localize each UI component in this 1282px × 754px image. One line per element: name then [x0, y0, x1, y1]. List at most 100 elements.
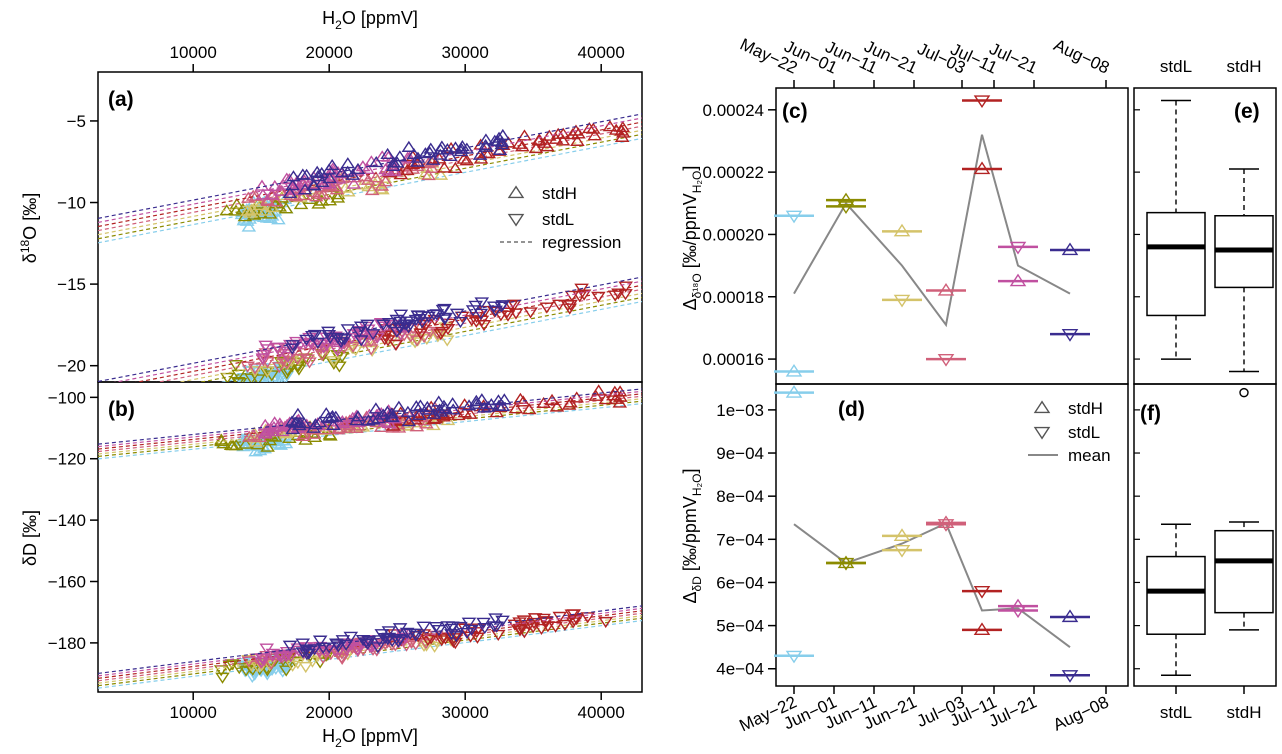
stdH-marker-d: [937, 515, 955, 529]
stdH-point: [549, 400, 565, 412]
stdL-point: [464, 624, 479, 636]
stdL-point: [353, 335, 369, 347]
box-e: [1146, 211, 1206, 317]
stdH-point: [478, 133, 494, 145]
stdL-point: [334, 653, 350, 666]
stdL-point: [398, 632, 413, 644]
stdL-point: [414, 317, 430, 329]
stdL-point: [356, 336, 371, 348]
stdH-point: [537, 136, 552, 148]
x-tick-label-bottom: 10000: [170, 703, 217, 722]
stdL-point: [477, 623, 493, 635]
panel-label-a: (a): [108, 88, 134, 111]
legend-regression-label: regression: [542, 233, 621, 252]
stdH-marker-d: [973, 622, 991, 636]
stdH-point: [491, 131, 507, 143]
panel-b-frame: [97, 381, 643, 693]
stdH-point: [440, 143, 455, 155]
stdH-point: [402, 151, 417, 163]
stdH-point: [405, 157, 421, 170]
stdL-point: [591, 291, 606, 303]
stdH-point: [284, 415, 300, 427]
stdL-point: [338, 639, 354, 651]
stdH-point: [400, 405, 416, 417]
stdH-point: [608, 123, 624, 135]
box-layer: stdL stdL stdH stdH: [1134, 57, 1274, 722]
stdH-point: [443, 149, 458, 162]
stdH-point: [262, 207, 278, 219]
stdH-point: [455, 139, 470, 152]
stdH-point: [588, 389, 604, 401]
stdL-point: [598, 616, 613, 629]
stdL-point: [372, 635, 387, 647]
stdL-point: [477, 305, 493, 318]
stdL-point: [228, 360, 243, 372]
scatter-panel-a: [98, 113, 642, 382]
x-tick-label-top: 30000: [442, 43, 489, 62]
stdL-point: [271, 362, 287, 374]
stdL-point: [285, 340, 301, 352]
stdH-point: [286, 170, 301, 182]
stdH-point: [391, 400, 407, 412]
stdH-point: [408, 400, 424, 412]
stdL-point: [476, 617, 491, 629]
stdH-point: [606, 389, 621, 401]
stdH-point: [267, 179, 283, 191]
stdL-point: [321, 326, 336, 338]
stdL-point: [247, 363, 263, 375]
stdH-point: [251, 195, 266, 207]
y-tick-label-d: 6e−04: [716, 573, 764, 592]
stdL-point: [326, 358, 342, 370]
stdL-point: [370, 642, 386, 654]
stdL-point: [285, 660, 300, 672]
stdL-marker-c: [973, 95, 991, 109]
stdH-point: [478, 140, 494, 152]
stdL-point: [220, 372, 235, 382]
stdL-marker-d: [1061, 670, 1079, 683]
stdH-point: [377, 171, 393, 183]
stdL-point: [381, 317, 397, 330]
stdH-point: [360, 162, 375, 175]
stdL-point: [468, 300, 484, 312]
stdL-point: [275, 355, 291, 367]
stdH-point: [258, 427, 273, 439]
stdL-point: [445, 621, 460, 633]
stdL-point: [402, 628, 418, 640]
stdL-point: [495, 615, 510, 627]
stdL-point: [290, 353, 305, 366]
stdL-point: [393, 309, 409, 321]
box-category-bottom: stdH: [1227, 703, 1262, 722]
stdH-point: [322, 194, 338, 206]
stdL-point: [564, 609, 580, 621]
stdL-point: [564, 290, 580, 302]
stdL-point: [399, 319, 414, 331]
stdH-point: [386, 159, 401, 171]
stdH-point: [375, 183, 390, 195]
stdL-point: [469, 316, 484, 328]
x-tick-label-top: 20000: [306, 43, 353, 62]
stdH-point: [329, 183, 345, 195]
stdH-point: [386, 156, 402, 168]
y-tick-label-b: −140: [48, 511, 86, 530]
stdL-point: [434, 326, 450, 339]
scatter-layer: 10000 10000 20000 20000 30000 30000 40000 40000…: [48, 43, 642, 722]
stdH-point: [243, 206, 258, 218]
stdL-marker-d: [785, 650, 803, 664]
stdH-point: [421, 403, 436, 415]
stdL-point: [240, 380, 255, 382]
stdL-point: [416, 621, 431, 633]
stdH-point: [320, 411, 336, 424]
stdH-point: [282, 186, 298, 199]
stdL-point: [247, 366, 263, 378]
stdL-point: [284, 343, 300, 355]
stdH-point: [561, 398, 577, 410]
stdL-point: [419, 333, 435, 346]
stdH-point: [374, 179, 390, 191]
stdH-point: [410, 151, 426, 163]
y-tick-label-c: 0.00022: [703, 163, 764, 182]
stdL-point: [213, 665, 229, 677]
stdH-point: [585, 122, 601, 134]
stdH-point: [513, 392, 528, 404]
stdL-point: [380, 634, 396, 646]
